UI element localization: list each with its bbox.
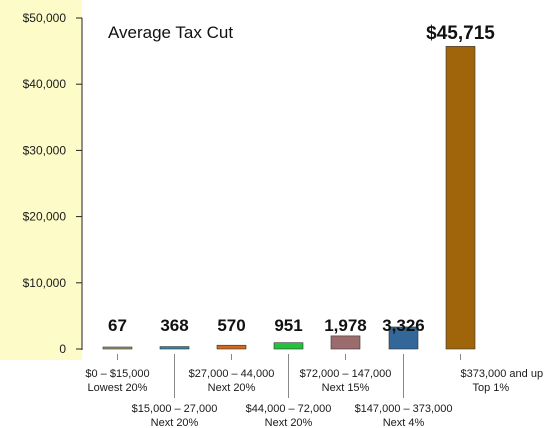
bar-value-label: 67 [108, 316, 127, 335]
axis-band [0, 0, 82, 360]
y-axis: 0 $10,000 $20,000 $30,000 $40,000 $50,000 [23, 11, 82, 356]
category-labels: $0 – $15,000 Lowest 20% $15,000 – 27,000 Ne… [85, 354, 543, 428]
category-range-label: $0 – $15,000 [85, 368, 149, 380]
bar-value-label: 368 [160, 316, 188, 335]
bar [273, 342, 304, 350]
category-group-label: Top 1% [473, 382, 510, 394]
category-group-label: Lowest 20% [88, 382, 148, 394]
bar [102, 346, 133, 350]
category-range-label: $27,000 – 44,000 [189, 368, 275, 380]
bar [216, 344, 247, 350]
category-range-label: $147,000 – 373,000 [355, 403, 453, 415]
category-range-label: $373,000 and up [461, 368, 544, 380]
bar-value-label: 1,978 [324, 316, 367, 335]
y-tick-label: $50,000 [23, 11, 67, 25]
bar [330, 335, 361, 350]
bar [159, 346, 190, 350]
category-group-label: Next 15% [322, 382, 370, 394]
y-tick-label: $20,000 [23, 210, 67, 224]
bars: 67 368 570 951 1,978 3,326 $45,715 [102, 23, 495, 350]
category-range-label: $44,000 – 72,000 [246, 403, 332, 415]
bar-value-label: 3,326 [382, 316, 425, 335]
chart-title: Average Tax Cut [108, 23, 233, 42]
y-tick-label: $10,000 [23, 276, 67, 290]
category-group-label: Next 4% [383, 417, 425, 428]
category-range-label: $15,000 – 27,000 [132, 403, 218, 415]
bar [445, 46, 476, 350]
bar [388, 326, 419, 350]
category-range-label: $72,000 – 147,000 [300, 368, 392, 380]
category-group-label: Next 20% [208, 382, 256, 394]
category-group-label: Next 20% [265, 417, 313, 428]
y-tick-label: $40,000 [23, 77, 67, 91]
y-tick-label: 0 [59, 342, 66, 356]
bar-value-label: 570 [217, 316, 245, 335]
category-group-label: Next 20% [151, 417, 199, 428]
bar-value-label: $45,715 [426, 23, 495, 44]
y-tick-label: $30,000 [23, 143, 67, 157]
bar-value-label: 951 [274, 316, 302, 335]
